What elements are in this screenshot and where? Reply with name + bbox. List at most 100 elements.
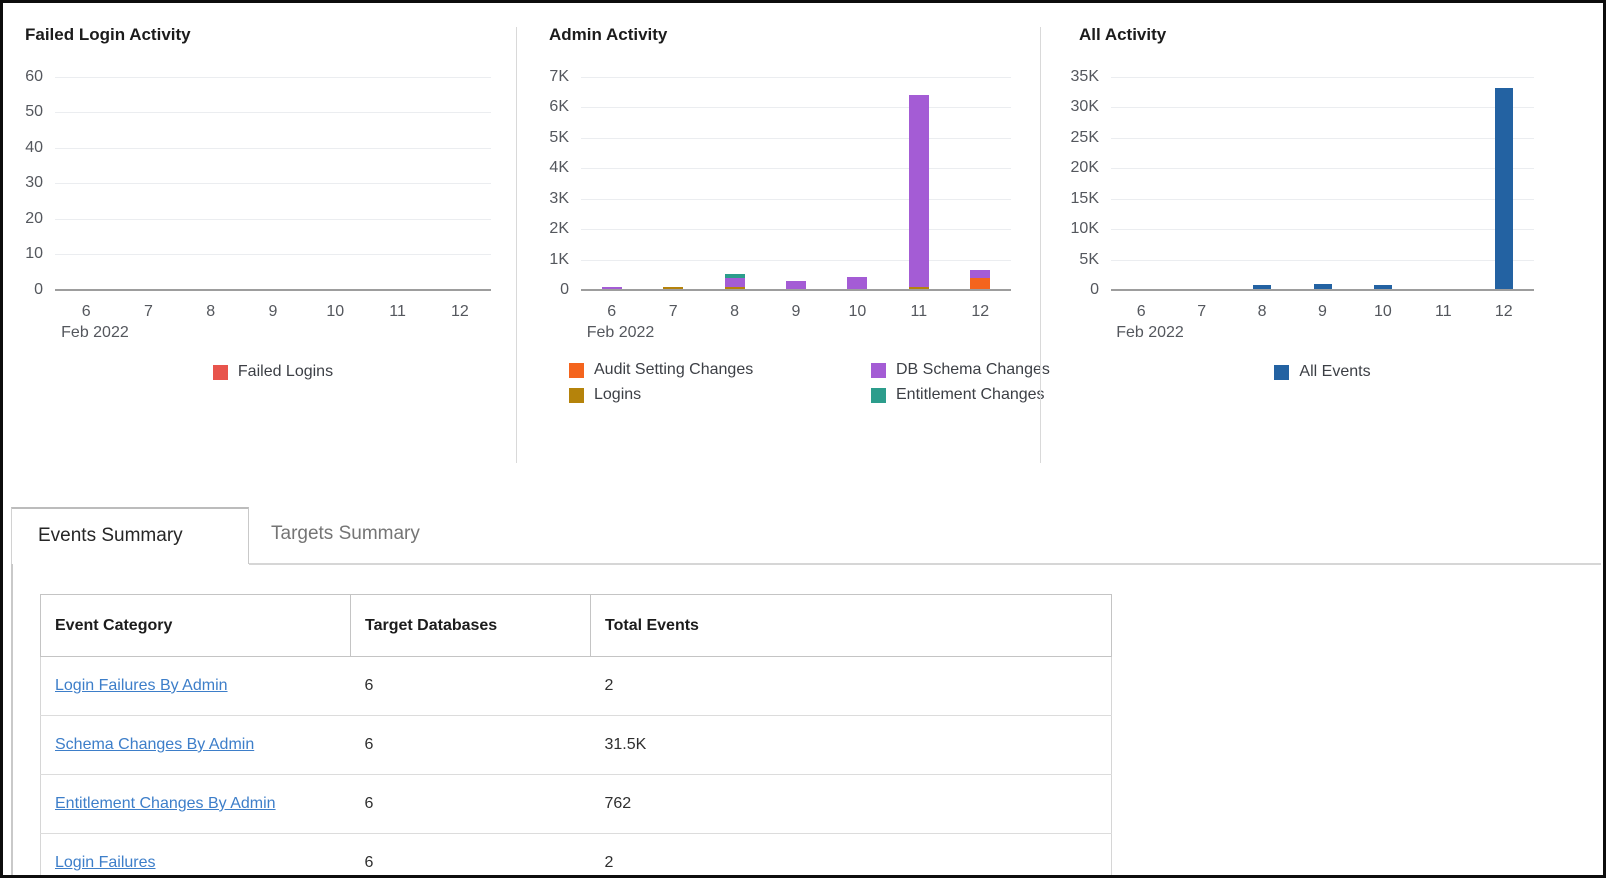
y-axis-tick-label: 3K: [549, 190, 569, 207]
gridline: [1111, 260, 1534, 261]
x-axis-line: [581, 289, 1011, 291]
target-databases-value: 6: [350, 656, 591, 716]
total-events-value: 762: [590, 774, 1112, 834]
y-axis-tick-label: 30K: [1070, 98, 1099, 115]
y-axis-tick-label: 60: [25, 68, 43, 85]
x-axis-tick-label: 10: [848, 303, 867, 320]
legend-item: Failed Logins: [212, 363, 334, 381]
bar-segment-entitlement-changes[interactable]: [725, 274, 745, 278]
target-databases-value: 6: [350, 774, 591, 834]
y-axis-tick-label: 30: [25, 174, 43, 191]
y-axis-tick-label: 0: [1090, 281, 1099, 298]
legend-label: Entitlement Changes: [896, 386, 1045, 403]
x-axis-tick-label: 9: [791, 303, 801, 320]
bar-segment-logins[interactable]: [663, 287, 683, 289]
x-axis-tick-label: 7: [668, 303, 678, 320]
legend-item: All Events: [1274, 363, 1371, 381]
x-axis-tick-label: 7: [1197, 303, 1207, 320]
gridline: [581, 168, 1011, 169]
gridline: [581, 107, 1011, 108]
bar-segment-logins[interactable]: [725, 287, 745, 289]
bar-segment-all-events[interactable]: [1253, 285, 1271, 289]
x-axis-tick-label: 7: [143, 303, 153, 320]
bar-segment-all-events[interactable]: [1374, 285, 1392, 289]
target-databases-value: 6: [350, 833, 591, 875]
chart-legend: All Events: [1111, 363, 1534, 381]
x-axis-tick-label: 9: [268, 303, 278, 320]
gridline: [1111, 168, 1534, 169]
gridline: [581, 260, 1011, 261]
legend-item: Audit Setting Changes: [569, 361, 871, 379]
x-axis-line: [55, 289, 491, 291]
y-axis-tick-label: 1K: [549, 251, 569, 268]
y-axis-tick-label: 40: [25, 139, 43, 156]
total-events-value: 31.5K: [590, 715, 1112, 775]
bar-segment-db-schema-changes[interactable]: [786, 281, 806, 289]
tab-events-summary-label: Events Summary: [38, 525, 183, 546]
x-axis-tick-label: 12: [1494, 303, 1513, 320]
gridline: [55, 112, 491, 113]
event-category-link[interactable]: Entitlement Changes By Admin: [55, 795, 276, 812]
x-axis-tick-label: 9: [1318, 303, 1327, 320]
y-axis-tick-label: 0: [560, 281, 569, 298]
y-axis-tick-label: 10K: [1070, 220, 1099, 237]
target-databases-value: 6: [350, 715, 591, 775]
total-events-value: 2: [590, 656, 1112, 716]
x-axis-tick-label: 6: [81, 303, 91, 320]
y-axis-tick-label: 50: [25, 103, 43, 120]
x-axis-tick-label: 10: [326, 303, 345, 320]
event-category-link[interactable]: Login Failures: [55, 854, 156, 871]
table-row: Entitlement Changes By Admin 6 762: [40, 774, 1112, 834]
bar-segment-db-schema-changes[interactable]: [970, 270, 990, 278]
x-axis-line: [1111, 289, 1534, 291]
y-axis-tick-label: 5K: [1079, 251, 1099, 268]
event-category-link[interactable]: Login Failures By Admin: [55, 677, 228, 694]
y-axis-tick-label: 20K: [1070, 159, 1099, 176]
col-header-event-category: Event Category: [40, 594, 351, 657]
bar-segment-db-schema-changes[interactable]: [602, 287, 622, 289]
y-axis-tick-label: 7K: [549, 68, 569, 85]
x-axis-tick-label: 8: [730, 303, 740, 320]
bar-segment-db-schema-changes[interactable]: [909, 95, 929, 287]
bar-segment-logins[interactable]: [909, 287, 929, 289]
tab-targets-summary[interactable]: Targets Summary: [271, 507, 491, 563]
chart-legend: Audit Setting Changes DB Schema Changes Lo…: [569, 361, 1050, 404]
x-axis-tick-label: 12: [971, 303, 990, 320]
legend-item: Logins: [569, 386, 871, 404]
gridline: [1111, 229, 1534, 230]
y-axis-tick-label: 15K: [1070, 190, 1099, 207]
legend-item: DB Schema Changes: [871, 361, 1050, 379]
y-axis-tick-label: 35K: [1070, 68, 1099, 85]
gridline: [55, 219, 491, 220]
event-category-link[interactable]: Schema Changes By Admin: [55, 736, 255, 753]
y-axis-tick-label: 4K: [549, 159, 569, 176]
bar-segment-all-events[interactable]: [1314, 284, 1332, 289]
legend-label: Audit Setting Changes: [594, 361, 754, 378]
x-axis-tick-label: 8: [206, 303, 216, 320]
x-axis-tick-label: 11: [1435, 303, 1452, 320]
bar-segment-audit-setting-changes[interactable]: [970, 278, 990, 289]
gridline: [1111, 77, 1534, 78]
table-row: Login Failures 6 2: [40, 833, 1112, 875]
legend-label: Failed Logins: [237, 363, 334, 380]
chart-divider-1: [516, 27, 517, 463]
legend-swatch-icon: [569, 387, 584, 403]
gridline: [55, 254, 491, 255]
bar-segment-all-events[interactable]: [1495, 88, 1513, 289]
total-events-value: 2: [590, 833, 1112, 875]
chart-legend: Failed Logins: [55, 363, 491, 381]
gridline: [581, 138, 1011, 139]
chart-title: Admin Activity: [549, 25, 668, 44]
legend-swatch-icon: [871, 387, 886, 403]
legend-swatch-icon: [871, 362, 886, 378]
legend-item: Entitlement Changes: [871, 386, 1050, 404]
bar-segment-db-schema-changes[interactable]: [725, 278, 745, 287]
x-axis-tick-label: 6: [1136, 303, 1146, 320]
tab-events-summary[interactable]: Events Summary: [11, 507, 249, 564]
table-row: Schema Changes By Admin 6 31.5K: [40, 715, 1112, 775]
legend-label: DB Schema Changes: [896, 361, 1050, 378]
bar-segment-db-schema-changes[interactable]: [847, 277, 867, 289]
tab-targets-summary-label: Targets Summary: [271, 523, 420, 544]
legend-label: All Events: [1299, 363, 1371, 380]
